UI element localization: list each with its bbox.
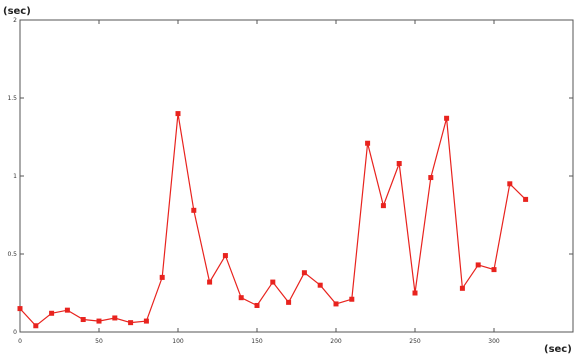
- x-tick-label: 300: [488, 338, 500, 345]
- data-point: [475, 262, 481, 268]
- series-layer: [17, 111, 529, 329]
- data-point: [349, 296, 355, 302]
- data-point: [270, 279, 276, 285]
- y-axis-label: (sec): [3, 6, 31, 17]
- data-point: [428, 175, 434, 181]
- data-point: [143, 318, 149, 324]
- y-tick-label: 2: [13, 17, 17, 24]
- y-tick-label: 0: [13, 329, 17, 336]
- data-point: [175, 111, 181, 117]
- data-point: [317, 282, 323, 288]
- data-point: [459, 285, 465, 291]
- plot-frame: [19, 19, 574, 333]
- data-point: [507, 181, 513, 187]
- data-point: [207, 279, 213, 285]
- x-tick-label: 150: [251, 338, 263, 345]
- data-point: [49, 310, 55, 316]
- data-point: [128, 320, 134, 326]
- data-point: [444, 115, 450, 121]
- data-point: [380, 203, 386, 209]
- data-point: [286, 299, 292, 305]
- data-point: [396, 161, 402, 167]
- x-tick-label: 250: [409, 338, 421, 345]
- data-point: [301, 270, 307, 276]
- x-tick-label: 50: [95, 338, 103, 345]
- x-tick-label: 100: [172, 338, 184, 345]
- y-tick-label: 1: [13, 173, 17, 180]
- data-point: [64, 307, 70, 313]
- data-point: [159, 274, 165, 280]
- x-axis-label: (sec): [544, 344, 572, 355]
- data-point: [80, 317, 86, 323]
- data-point: [191, 207, 197, 213]
- data-point: [33, 323, 39, 329]
- data-point: [523, 196, 529, 202]
- data-point: [222, 253, 228, 259]
- y-tick-label: 1.5: [7, 95, 17, 102]
- data-point: [17, 306, 23, 312]
- data-point: [96, 318, 102, 324]
- y-tick-label: 0.5: [7, 251, 17, 258]
- data-point: [491, 267, 497, 273]
- y-axis-ticks: 0 0.5 1 1.5 2: [7, 17, 573, 336]
- x-axis-ticks: 0 50 100 150 200 250 300: [18, 20, 500, 345]
- data-point: [254, 302, 260, 308]
- data-point: [238, 295, 244, 301]
- data-point: [412, 290, 418, 296]
- data-point: [365, 140, 371, 146]
- data-point: [333, 301, 339, 307]
- series-line: [19, 113, 527, 327]
- x-tick-label: 0: [18, 338, 22, 345]
- x-tick-label: 200: [330, 338, 342, 345]
- data-point: [112, 315, 118, 321]
